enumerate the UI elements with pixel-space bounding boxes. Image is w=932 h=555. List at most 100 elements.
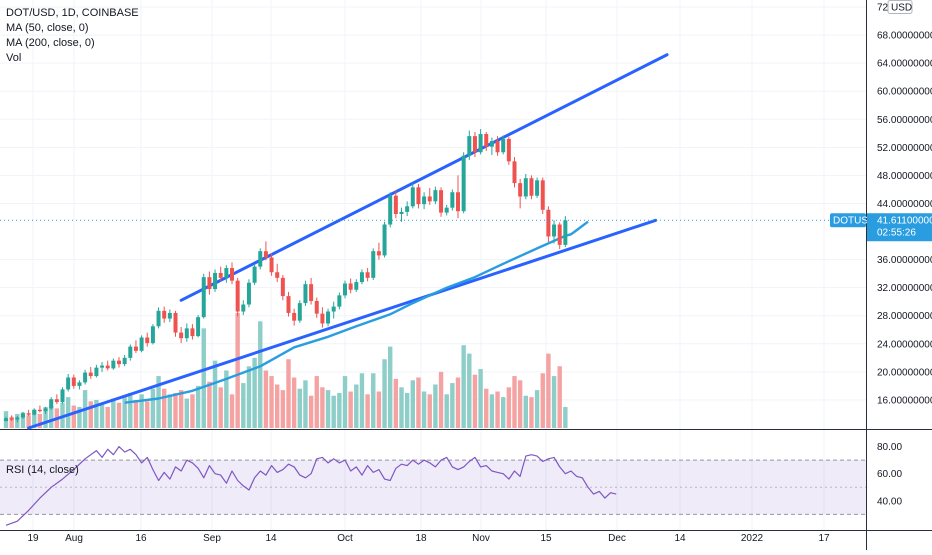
candle-body [472, 136, 477, 153]
price-tick-label: 16.00000000 [877, 395, 932, 406]
volume-bar [495, 391, 500, 428]
volume-bar [94, 399, 99, 428]
volume-bar [501, 397, 506, 428]
candle-body [32, 409, 37, 415]
volume-bar [484, 388, 489, 428]
volume-bar [212, 360, 218, 428]
volume-bar [320, 387, 325, 428]
volume-bar [275, 384, 280, 428]
candle-body [297, 303, 302, 321]
candle-body [320, 313, 325, 324]
volume-bar [139, 394, 144, 428]
volume-bar [269, 376, 274, 428]
candle-body [167, 312, 172, 319]
candle-body [331, 306, 336, 312]
price-tick-label: 36.00000000 [877, 255, 932, 266]
volume-bar [77, 406, 82, 428]
candle-body [529, 178, 534, 196]
candle-body [150, 326, 155, 344]
candle-body [506, 138, 511, 162]
candle-body [359, 272, 364, 283]
candle-body [467, 136, 472, 156]
candle-body [416, 187, 421, 205]
volume-bar [467, 353, 472, 428]
date-tick-label: Nov [472, 533, 490, 544]
volume-bar [427, 394, 432, 428]
volume-bar [455, 377, 461, 428]
legend-ma50: MA (50, close, 0) [6, 22, 89, 34]
volume-bar [478, 369, 483, 428]
candle-body [37, 409, 42, 412]
rsi-tick-label: 80.00 [877, 442, 902, 453]
candle-body [54, 399, 59, 403]
candle-body [100, 365, 105, 368]
candle-body [128, 346, 133, 358]
volume-bar [365, 394, 370, 428]
candle-body [518, 183, 523, 197]
candle-body [444, 207, 449, 213]
candle-body [501, 138, 506, 153]
volume-bar [325, 390, 331, 428]
volume-bar [410, 380, 415, 428]
volume-bar [111, 398, 116, 428]
volume-bar [348, 391, 353, 428]
candle-body [495, 141, 500, 153]
volume-bar [382, 359, 387, 428]
candle-body [111, 360, 116, 369]
candle-body [275, 272, 280, 278]
candle-body [286, 296, 291, 313]
candle-body [88, 372, 93, 377]
volume-bar [308, 395, 314, 428]
candle-body [252, 266, 257, 283]
volume-bar [43, 406, 48, 428]
price-tick-label: 56.00000000 [877, 115, 932, 126]
last-price-countdown: 02:55:26 [877, 228, 916, 239]
candle-body [557, 224, 562, 245]
candle-body [348, 283, 353, 290]
volume-bar [49, 405, 54, 428]
candle-body [145, 337, 150, 344]
candle-body [484, 134, 489, 147]
last-price-badge [867, 213, 932, 242]
legend-symbol: DOT/USD, 1D, COINBASE [6, 7, 139, 19]
candle-body [292, 312, 297, 321]
candle-body [105, 365, 110, 369]
volume-bar [512, 376, 517, 428]
candle-body [337, 295, 342, 307]
volume-bar [371, 373, 376, 428]
chart-legend: DOT/USD, 1D, COINBASE MA (50, close, 0) … [6, 6, 139, 66]
volume-bar [258, 321, 263, 428]
volume-bar [201, 328, 206, 428]
legend-ma200: MA (200, close, 0) [6, 37, 95, 49]
volume-bar [450, 383, 455, 428]
candle-body [439, 190, 444, 213]
candle-body [303, 284, 308, 304]
volume-bar [229, 394, 235, 428]
volume-bar [173, 392, 178, 428]
candle-body [43, 408, 48, 412]
candle-body [269, 257, 274, 273]
date-tick-label: 18 [415, 533, 427, 544]
price-tick-label: 48.00000000 [877, 171, 932, 182]
volume-bar [263, 370, 269, 428]
candle-body [393, 195, 398, 214]
candle-body [450, 192, 455, 208]
volume-bar [122, 395, 127, 428]
candle-body [201, 277, 206, 318]
volume-bar [461, 345, 466, 428]
candle-body [326, 311, 331, 324]
last-price-symbol-badge [830, 213, 866, 228]
candle-body [371, 251, 376, 278]
candle-body [433, 190, 438, 202]
candle-body [365, 272, 370, 278]
price-tick-label: 64.00000000 [877, 59, 932, 70]
trendline [27, 218, 658, 430]
candle-body [4, 418, 8, 421]
candle-body [139, 337, 144, 351]
candle-body [179, 332, 184, 339]
date-tick-label: 14 [674, 533, 686, 544]
volume-bar [563, 406, 568, 428]
volume-bar [297, 388, 302, 428]
